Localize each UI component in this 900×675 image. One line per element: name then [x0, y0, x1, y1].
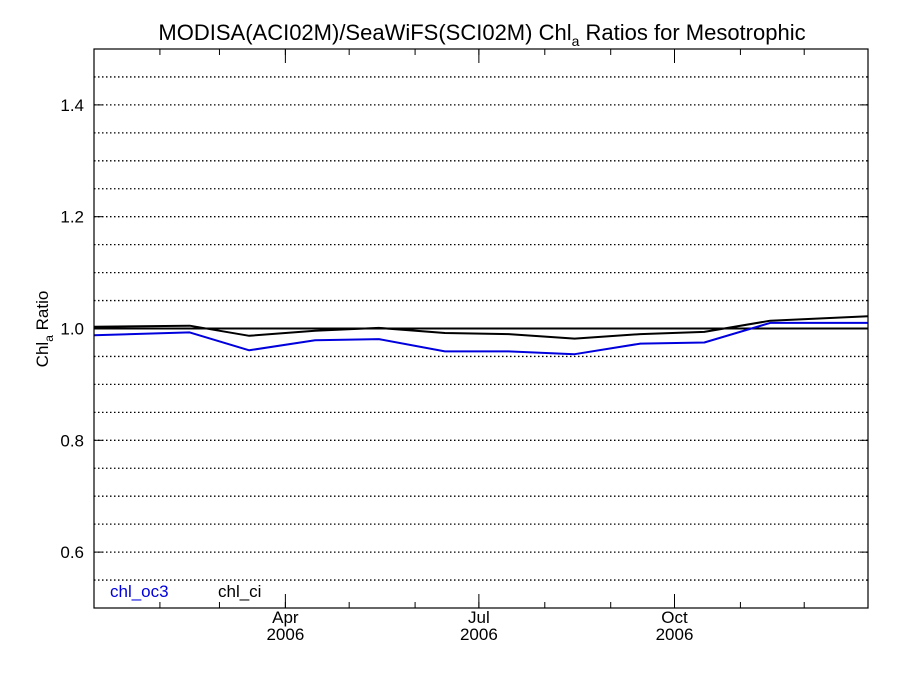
y-axis-label-subscript: a — [42, 335, 56, 342]
plot-frame — [93, 48, 869, 609]
y-axis-ticks: 0.6 0.8 1.0 1.2 1.4 — [60, 96, 868, 562]
y-axis-label: Chla Ratio — [33, 291, 56, 368]
x-tick-label-year: 2006 — [656, 625, 694, 644]
y-tick-label: 1.2 — [60, 208, 84, 227]
x-tick-label-year: 2006 — [266, 625, 304, 644]
x-tick-label-month: Jul — [468, 608, 490, 627]
y-tick-label: 0.8 — [60, 431, 84, 450]
legend-chl-ci: chl_ci — [218, 582, 261, 601]
y-tick-label: 0.6 — [60, 543, 84, 562]
series — [93, 315, 869, 356]
x-tick-label-month: Oct — [661, 608, 688, 627]
chart-title-rest: Ratios for Mesotrophic — [579, 20, 805, 45]
series-line-chl-oc3 — [93, 321, 868, 356]
y-axis-label-rest: Ratio — [33, 291, 52, 335]
chart-title-subscript: a — [572, 33, 580, 49]
y-tick-label: 1.4 — [60, 96, 84, 115]
grid — [94, 76, 868, 581]
y-axis-label-main: Chl — [33, 342, 52, 368]
series-line-chl-ci — [93, 315, 869, 340]
legend-chl-oc3: chl_oc3 — [110, 582, 169, 601]
chart-title-main: MODISA(ACI02M)/SeaWiFS(SCI02M) Chl — [158, 20, 571, 45]
y-tick-label: 1.0 — [60, 320, 84, 339]
x-tick-label-month: Apr — [272, 608, 299, 627]
chart-title: MODISA(ACI02M)/SeaWiFS(SCI02M) Chla Rati… — [158, 20, 805, 49]
x-tick-label-year: 2006 — [460, 625, 498, 644]
